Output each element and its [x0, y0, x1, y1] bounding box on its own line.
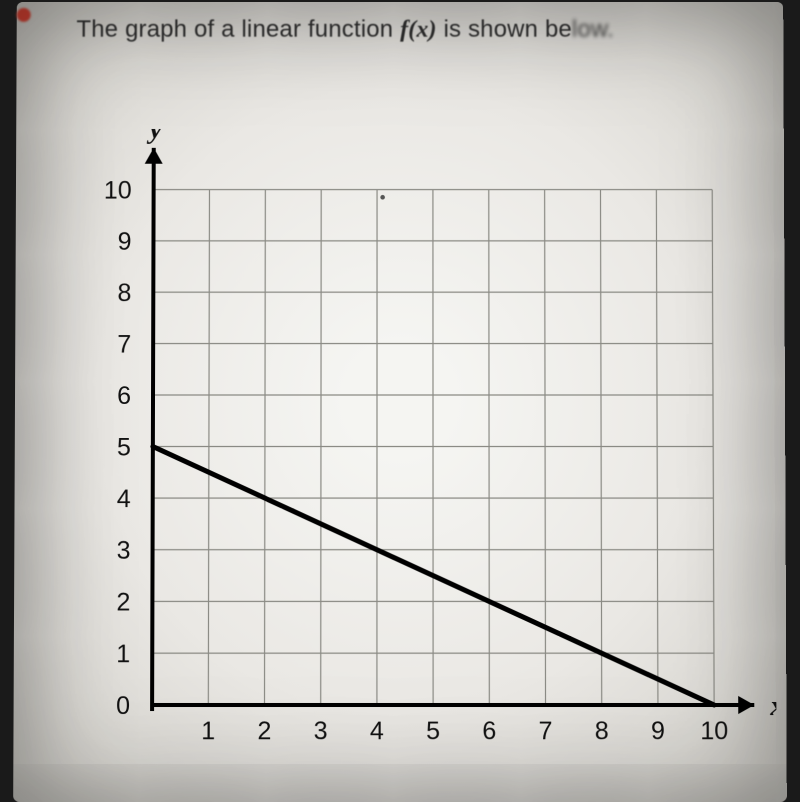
y-tick-label: 7 — [117, 331, 131, 359]
y-tick-label: 9 — [118, 228, 132, 256]
function-notation: f(x) — [400, 17, 437, 43]
x-tick-label: 2 — [257, 717, 271, 745]
y-tick-label: 6 — [117, 382, 131, 410]
x-tick-label: 4 — [370, 717, 384, 745]
stray-speck — [380, 195, 385, 200]
grid-line-vertical — [600, 190, 601, 705]
x-tick-label: 5 — [426, 717, 440, 745]
chart-container: 0 1 2 3 4 5 6 7 8 9 10 1 2 3 4 5 6 7 8 9 10 y x — [53, 129, 776, 780]
x-tick-label: 7 — [539, 717, 553, 745]
grid-line-vertical — [489, 190, 490, 705]
x-axis-label: x — [769, 691, 776, 722]
x-tick-label: 8 — [595, 717, 609, 745]
grid-line-vertical — [208, 190, 209, 705]
grid-line-vertical — [656, 190, 658, 705]
question-prefix: The graph of a linear function — [76, 16, 400, 43]
grid-line-vertical — [712, 190, 714, 705]
x-tick-label: 6 — [482, 717, 496, 745]
x-axis-arrow — [738, 696, 754, 714]
x-tick-label: 9 — [651, 717, 665, 745]
question-suffix-blurred: low. — [572, 16, 614, 43]
y-axis-label: y — [147, 129, 163, 145]
y-axis-arrow — [145, 148, 163, 164]
linear-function-chart: 0 1 2 3 4 5 6 7 8 9 10 1 2 3 4 5 6 7 8 9 10 y x — [53, 129, 776, 780]
worksheet-surface: The graph of a linear function f(x) is s… — [13, 2, 787, 802]
y-tick-label: 4 — [117, 485, 131, 513]
x-tick-label: 10 — [700, 717, 728, 745]
y-tick-label: 0 — [116, 692, 130, 720]
question-suffix: is shown be — [437, 16, 572, 43]
x-tick-label: 3 — [314, 717, 328, 745]
y-tick-label: 10 — [104, 177, 132, 205]
y-tick-label: 8 — [117, 279, 131, 307]
y-axis — [152, 148, 154, 711]
question-text: The graph of a linear function f(x) is s… — [76, 16, 614, 44]
grid-line-vertical — [265, 190, 266, 705]
red-marker-dot — [17, 8, 31, 22]
x-tick-label: 1 — [201, 717, 215, 745]
y-tick-label: 1 — [116, 640, 130, 668]
y-tick-label: 5 — [117, 433, 131, 461]
y-tick-label: 3 — [117, 537, 131, 565]
y-tick-label: 2 — [116, 588, 130, 616]
